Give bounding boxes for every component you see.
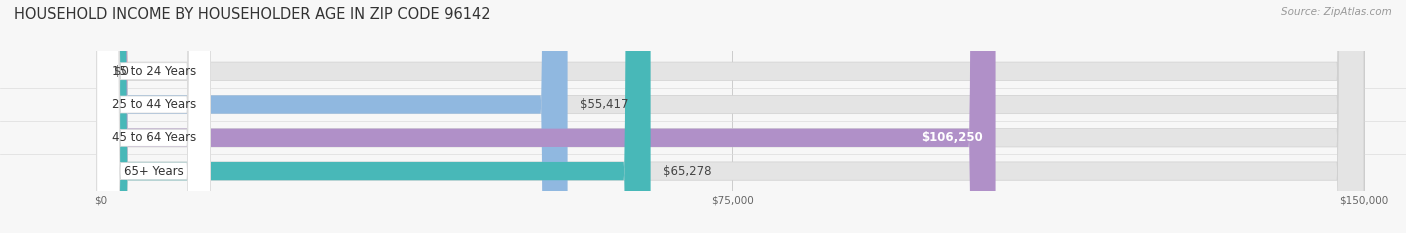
FancyBboxPatch shape: [97, 0, 211, 233]
Text: 65+ Years: 65+ Years: [124, 164, 184, 178]
FancyBboxPatch shape: [100, 0, 128, 233]
Text: $65,278: $65,278: [664, 164, 711, 178]
FancyBboxPatch shape: [101, 0, 1364, 233]
Text: Source: ZipAtlas.com: Source: ZipAtlas.com: [1281, 7, 1392, 17]
Text: $55,417: $55,417: [581, 98, 628, 111]
Text: 25 to 44 Years: 25 to 44 Years: [111, 98, 195, 111]
FancyBboxPatch shape: [97, 0, 211, 233]
Text: 45 to 64 Years: 45 to 64 Years: [111, 131, 195, 144]
FancyBboxPatch shape: [101, 0, 1364, 233]
Text: 15 to 24 Years: 15 to 24 Years: [111, 65, 195, 78]
FancyBboxPatch shape: [101, 0, 995, 233]
FancyBboxPatch shape: [97, 0, 211, 233]
Text: $0: $0: [114, 65, 128, 78]
FancyBboxPatch shape: [101, 0, 568, 233]
FancyBboxPatch shape: [97, 0, 211, 233]
FancyBboxPatch shape: [101, 0, 651, 233]
Text: HOUSEHOLD INCOME BY HOUSEHOLDER AGE IN ZIP CODE 96142: HOUSEHOLD INCOME BY HOUSEHOLDER AGE IN Z…: [14, 7, 491, 22]
FancyBboxPatch shape: [101, 0, 1364, 233]
FancyBboxPatch shape: [101, 0, 1364, 233]
Text: $106,250: $106,250: [921, 131, 983, 144]
